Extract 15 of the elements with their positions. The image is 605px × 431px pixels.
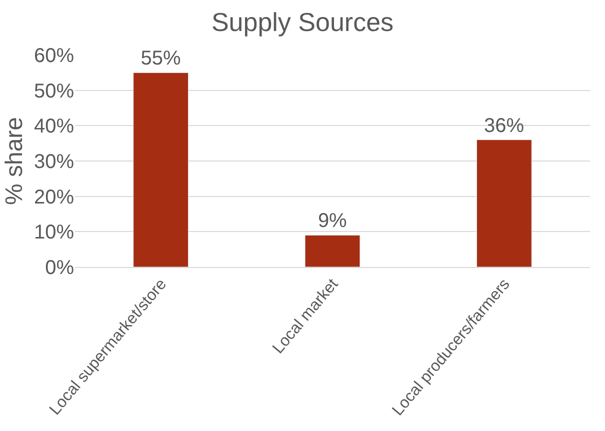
y-tick-label: 40% [34, 116, 74, 138]
y-tick-label: 20% [34, 186, 74, 208]
y-tick-label: 30% [34, 151, 74, 173]
bar [476, 140, 532, 267]
data-label: 36% [484, 114, 524, 137]
y-tick-label: 50% [34, 80, 74, 102]
y-tick-label: 10% [34, 222, 74, 244]
chart-title: Supply Sources [211, 7, 394, 38]
data-label: 55% [140, 48, 181, 70]
y-axis-title: % share [1, 116, 28, 206]
bar [304, 234, 360, 267]
y-tick-label: 60% [34, 45, 74, 67]
data-label: 9% [318, 210, 348, 232]
y-tick-label: 0% [45, 257, 74, 279]
bar [133, 72, 189, 267]
